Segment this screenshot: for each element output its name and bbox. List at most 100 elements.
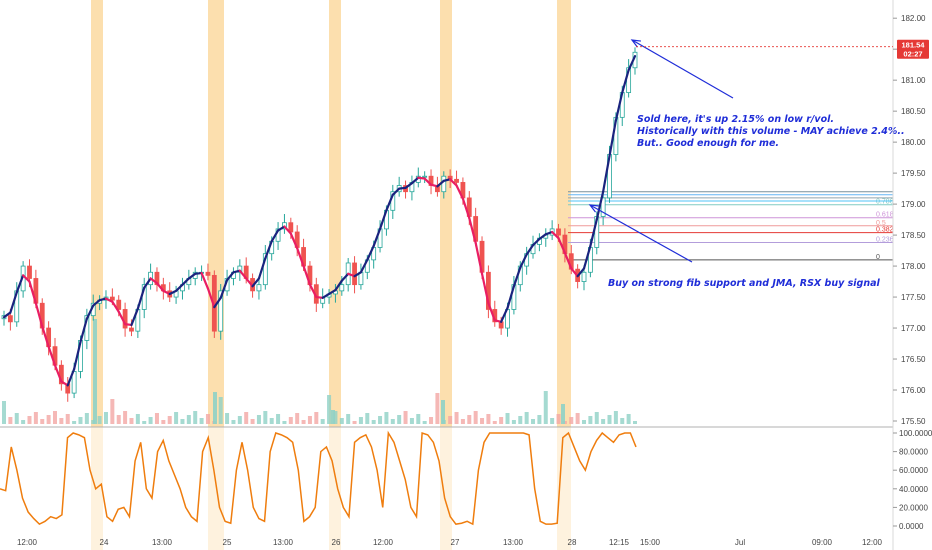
volume-bar	[575, 413, 580, 424]
jma-segment	[608, 119, 617, 158]
volume-bar	[588, 416, 593, 424]
volume-bar	[633, 421, 637, 424]
jma-segment	[92, 299, 101, 307]
x-tick-label: 26	[332, 538, 341, 547]
volume-spike	[561, 404, 565, 424]
volume-bar	[46, 415, 51, 424]
jma-segment	[525, 244, 535, 256]
y-tick-label: 175.50	[901, 417, 926, 426]
jma-segment	[73, 340, 82, 371]
volume-bar	[620, 418, 625, 424]
candle-body	[218, 290, 224, 332]
candle-body	[109, 296, 115, 301]
x-tick-label: 24	[100, 538, 109, 547]
volume-bar	[2, 401, 6, 424]
jma-segment	[321, 292, 331, 299]
volume-bar	[429, 417, 434, 424]
jma-segment	[2, 311, 12, 319]
jma-segment	[366, 244, 375, 261]
price-badge-bg	[897, 39, 929, 59]
fib-level-label: 0.5	[876, 220, 886, 227]
candle-body	[262, 253, 268, 286]
volume-bar	[543, 391, 548, 424]
volume-bar	[237, 416, 242, 424]
jma-segment	[474, 241, 484, 275]
jma-segment	[34, 302, 44, 328]
jma-colored-segments	[2, 55, 637, 387]
volume-bar	[59, 418, 64, 424]
osc-tick-label: 0.0000	[899, 522, 924, 531]
jma-segment	[576, 267, 586, 278]
jma-segment	[589, 218, 598, 248]
volume-bar	[123, 411, 128, 424]
volume-bar	[403, 411, 408, 424]
volume-bar	[582, 420, 587, 424]
volume-bar	[320, 419, 325, 424]
volume-bar	[78, 417, 83, 424]
volume-bar	[416, 414, 421, 424]
volume-bar	[231, 420, 236, 424]
volume-bar	[256, 415, 261, 424]
jma-segment	[219, 278, 229, 299]
session-highlight	[440, 0, 452, 427]
volume-bar	[365, 413, 370, 424]
jma-segment	[378, 209, 388, 230]
candle-body	[556, 228, 561, 236]
jma-segment	[480, 272, 490, 305]
volume-spike	[331, 410, 335, 424]
x-tick-label: 15:00	[640, 538, 661, 547]
jma-segment	[327, 288, 337, 296]
y-tick-label: 176.50	[901, 355, 926, 364]
y-tick-label: 181.00	[901, 76, 926, 85]
buy-arrow	[589, 204, 693, 263]
x-tick-label: 12:00	[17, 538, 38, 547]
jma-segment	[551, 230, 560, 240]
volume-bar	[454, 412, 459, 424]
y-tick-label: 178.50	[901, 231, 926, 240]
volume-bar	[110, 399, 115, 424]
volume-bar	[288, 417, 293, 424]
jma-segment	[79, 317, 88, 344]
volume-bar	[103, 412, 108, 424]
volume-bar	[327, 395, 332, 424]
jma-segment	[621, 68, 630, 94]
jma-segment	[563, 251, 573, 270]
chart-annotation: But.. Good enough for me.	[637, 138, 779, 149]
volume-bar	[97, 416, 102, 424]
volume-bar	[422, 421, 427, 424]
candle-body	[441, 175, 447, 193]
jma-segment	[53, 364, 63, 383]
candle-body	[129, 327, 134, 332]
volume-bar	[314, 412, 319, 424]
jma-segment	[372, 227, 382, 248]
volume-bar	[397, 415, 402, 424]
rsx-oscillator	[0, 430, 637, 526]
fib-level-label: 0.236	[876, 237, 894, 244]
x-tick-label: Jul	[735, 538, 745, 547]
session-highlight	[557, 0, 571, 427]
chart-annotation: Sold here, it's up 2.15% on low r/vol.	[637, 114, 834, 125]
volume-bar	[613, 411, 618, 424]
volume-bar	[537, 415, 542, 424]
volume-bar	[148, 417, 153, 424]
current-price-label: 181.54	[902, 41, 926, 50]
jma-segment	[213, 296, 222, 309]
jma-segment	[15, 274, 25, 294]
y-tick-label: 179.00	[901, 200, 926, 209]
volume-bar	[295, 413, 300, 424]
jma-segment	[353, 271, 363, 278]
jma-segment	[436, 179, 445, 188]
jma-segment	[257, 257, 267, 280]
jma-segment	[557, 237, 566, 255]
volume-spike	[213, 392, 217, 424]
jma-segment	[385, 193, 394, 212]
y-tick-label: 177.50	[901, 293, 926, 302]
candle-body	[256, 284, 262, 292]
volume-bar	[174, 412, 179, 424]
jma-segment	[251, 277, 261, 288]
jma-segment	[512, 266, 522, 288]
jma-segment	[506, 285, 515, 310]
volume-bar	[467, 415, 472, 424]
y-tick-label: 177.00	[901, 324, 926, 333]
